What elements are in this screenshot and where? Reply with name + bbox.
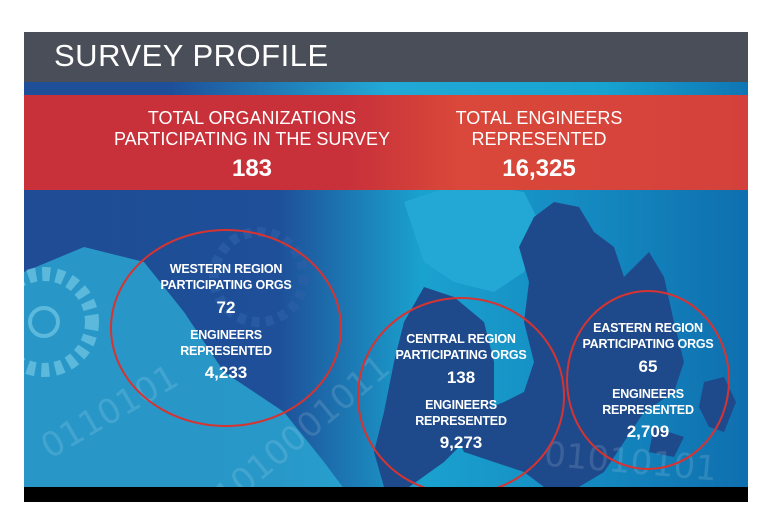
- totals-band: [24, 95, 748, 190]
- header-bar: SURVEY PROFILE: [24, 32, 748, 82]
- region-name: EASTERN REGION: [593, 321, 703, 335]
- central-region-stats: CENTRAL REGION PARTICIPATING ORGS 138 EN…: [371, 331, 551, 453]
- engineers-value: 4,233: [204, 363, 248, 382]
- engineers-value: 2,709: [626, 422, 670, 441]
- engineers-label: ENGINEERS: [190, 328, 262, 342]
- engineers-label: REPRESENTED: [180, 344, 272, 358]
- footer-bar: [24, 487, 748, 502]
- stat-value: 16,325: [502, 155, 576, 182]
- engineers-label: REPRESENTED: [602, 403, 694, 417]
- engineers-label: ENGINEERS: [612, 387, 684, 401]
- survey-profile-panel: 0110101 1010001011 01010101 SURVEY PROFI…: [24, 32, 748, 502]
- stat-label: REPRESENTED: [471, 129, 607, 149]
- western-region-stats: WESTERN REGION PARTICIPATING ORGS 72 ENG…: [136, 261, 316, 383]
- region-name: WESTERN REGION: [169, 262, 283, 276]
- stat-value: 183: [231, 155, 273, 182]
- stat-label: PARTICIPATING IN THE SURVEY: [113, 129, 391, 149]
- page-title: SURVEY PROFILE: [54, 38, 329, 73]
- stat-label: TOTAL ENGINEERS: [455, 108, 623, 128]
- total-engineers-stat: TOTAL ENGINEERS REPRESENTED 16,325: [444, 108, 634, 183]
- engineers-value: 9,273: [439, 433, 483, 452]
- orgs-value: 72: [216, 298, 236, 317]
- eastern-region-circle: [566, 290, 730, 470]
- orgs-label: PARTICIPATING ORGS: [582, 337, 714, 351]
- orgs-value: 65: [638, 357, 658, 376]
- engineers-label: REPRESENTED: [415, 414, 507, 428]
- eastern-region-stats: EASTERN REGION PARTICIPATING ORGS 65 ENG…: [563, 320, 733, 442]
- header-strip: [24, 82, 748, 95]
- western-region-circle: [110, 229, 342, 427]
- orgs-value: 138: [446, 368, 476, 387]
- total-organizations-stat: TOTAL ORGANIZATIONS PARTICIPATING IN THE…: [112, 108, 392, 183]
- stat-label: TOTAL ORGANIZATIONS: [147, 108, 357, 128]
- orgs-label: PARTICIPATING ORGS: [395, 348, 527, 362]
- engineers-label: ENGINEERS: [425, 398, 497, 412]
- region-name: CENTRAL REGION: [406, 332, 516, 346]
- orgs-label: PARTICIPATING ORGS: [160, 278, 292, 292]
